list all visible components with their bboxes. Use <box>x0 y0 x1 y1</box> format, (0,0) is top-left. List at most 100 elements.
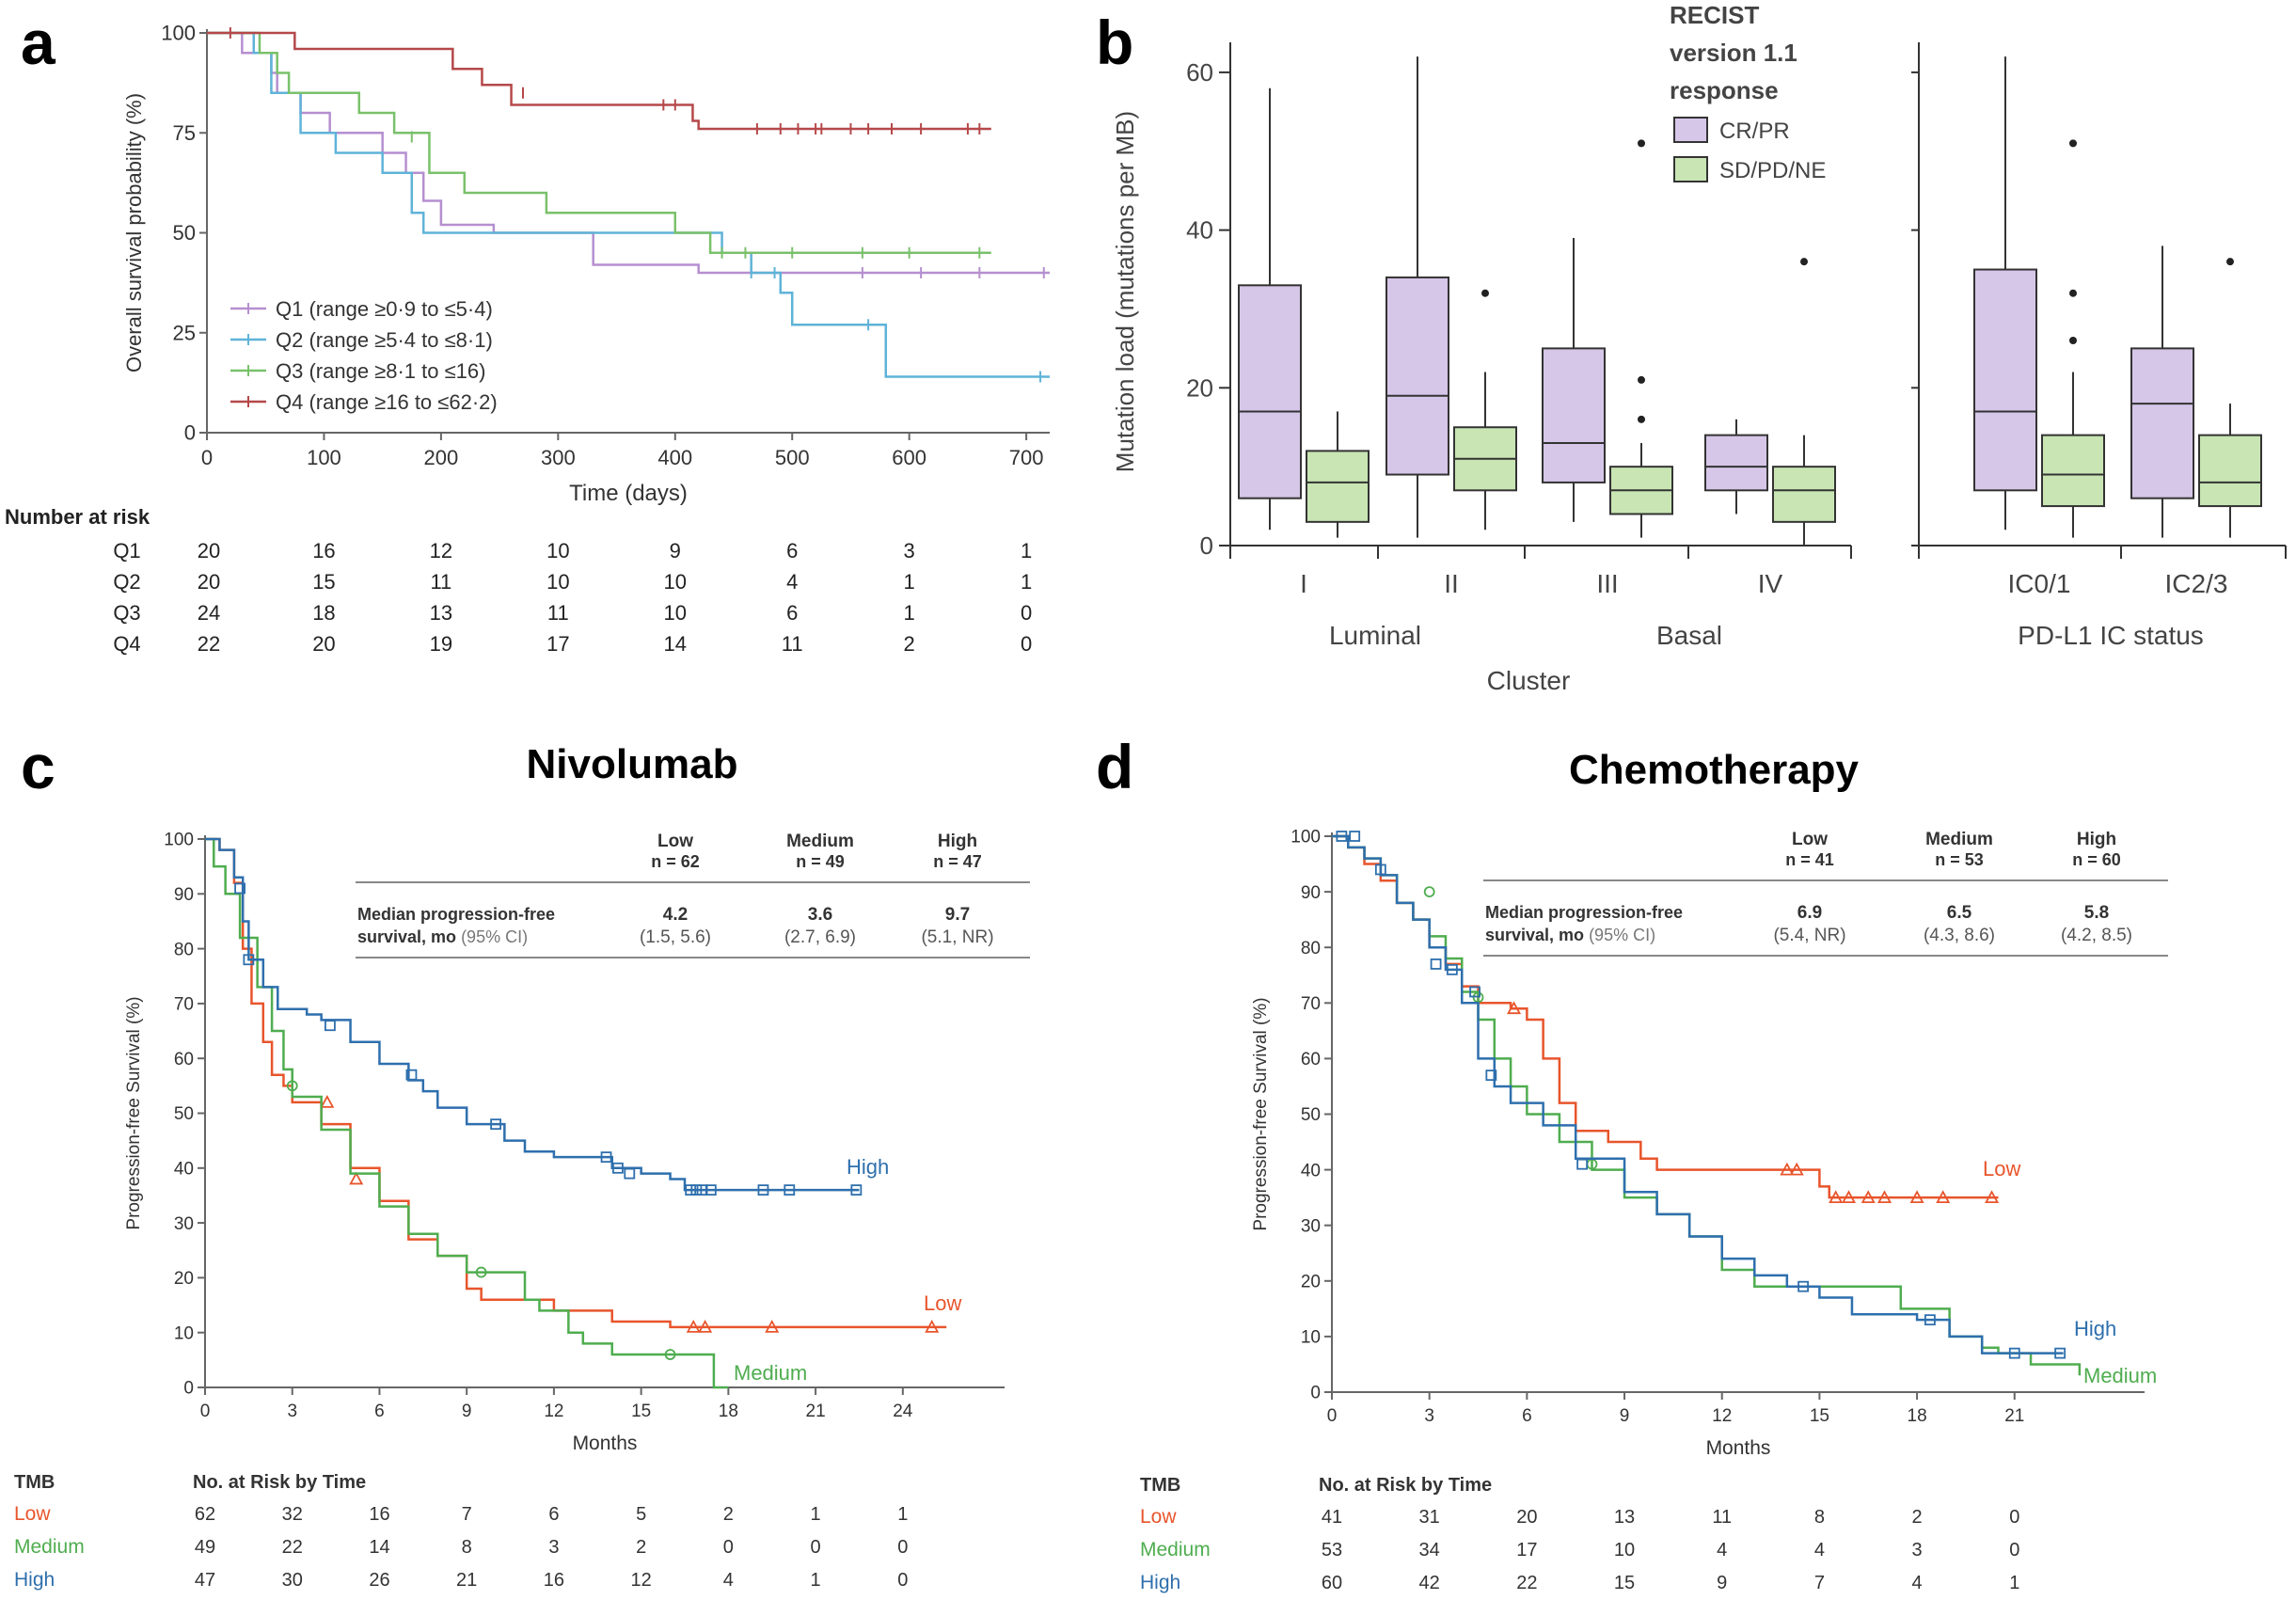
risk-value: 12 <box>631 1570 652 1591</box>
y-tick-label: 50 <box>1301 1105 1321 1125</box>
y-tick-label: 80 <box>174 940 194 959</box>
risk-value: 20 <box>1516 1507 1537 1528</box>
y-axis-label: Progression-free Survival (%) <box>1251 997 1271 1230</box>
series-line-high <box>205 837 860 1192</box>
risk-value: 22 <box>1516 1573 1537 1593</box>
risk-value: 18 <box>312 601 335 625</box>
risk-row-label: Medium <box>14 1536 85 1558</box>
risk-value: 20 <box>198 539 220 562</box>
risk-value: 9 <box>1717 1573 1727 1593</box>
summary-median: 6.9 <box>1797 903 1822 923</box>
summary-median: 4.2 <box>663 905 688 925</box>
risk-value: 20 <box>312 632 335 656</box>
curve-label-low: Low <box>1983 1157 2020 1180</box>
summary-ci: (5.4, NR) <box>1773 926 1845 945</box>
y-tick-label: 0 <box>1310 1384 1321 1403</box>
risk-row-label: Low <box>14 1503 51 1525</box>
censor-mark <box>1985 1190 2000 1204</box>
risk-value: 1 <box>811 1570 821 1591</box>
censor-mark <box>320 1094 335 1108</box>
risk-value: 1 <box>904 570 915 594</box>
risk-value: 4 <box>786 570 798 594</box>
risk-value: 1 <box>897 1504 908 1525</box>
censor-mark <box>1336 831 1348 842</box>
censor-mark <box>1446 963 1458 975</box>
risk-value: 7 <box>1814 1573 1825 1593</box>
summary-median: 9.7 <box>945 905 970 925</box>
x-tick-label: 12 <box>544 1402 563 1421</box>
risk-row-label: High <box>14 1569 55 1591</box>
summary-row-label: survival, mo (95% CI) <box>1485 926 1655 944</box>
box-cr-pr <box>1704 434 1768 492</box>
summary-median: 5.8 <box>2084 903 2109 923</box>
censor-mark <box>1485 1069 1497 1082</box>
summary-col-name: Medium <box>786 832 854 851</box>
censor-mark <box>1841 1190 1857 1204</box>
risk-value: 11 <box>547 601 569 625</box>
y-tick-label: 40 <box>1301 1161 1321 1180</box>
legend-label: Q4 (range ≥16 to ≤62·2) <box>276 390 498 414</box>
risk-value: 42 <box>1419 1573 1440 1593</box>
category-label: III <box>1596 569 1618 598</box>
legend-label: Q2 (range ≥5·4 to ≤8·1) <box>276 328 493 352</box>
x-tick-label: 21 <box>2004 1406 2024 1426</box>
risk-value: 24 <box>198 601 220 625</box>
x-tick-label: 700 <box>1009 446 1044 469</box>
censor-mark <box>705 1184 717 1196</box>
y-tick-label: 100 <box>1291 828 1321 848</box>
x-axis-label: Months <box>573 1433 638 1454</box>
risk-value: 53 <box>1322 1540 1342 1560</box>
risk-value: 15 <box>312 570 335 594</box>
risk-value: 47 <box>195 1570 215 1591</box>
summary-col-n: n = 62 <box>651 852 700 871</box>
summary-col-n: n = 53 <box>1935 850 1984 869</box>
censor-mark <box>664 1349 676 1360</box>
summary-median: 6.5 <box>1947 903 1972 923</box>
outlier-point <box>1638 139 1645 148</box>
summary-col-n: n = 49 <box>796 852 845 871</box>
legend-swatch-sd <box>1673 156 1708 182</box>
risk-value: 3 <box>1912 1540 1923 1560</box>
legend-label: Q3 (range ≥8·1 to ≤16) <box>276 359 485 383</box>
category-label: I <box>1300 569 1307 598</box>
x-tick-label: 0 <box>201 446 213 469</box>
risk-value: 16 <box>544 1570 564 1591</box>
x-tick-label: 9 <box>1620 1406 1630 1426</box>
risk-value: 2 <box>723 1504 734 1525</box>
legend-label: CR/PR <box>1719 119 1790 144</box>
risk-value: 30 <box>282 1570 303 1591</box>
series-line-low <box>1332 834 1999 1199</box>
risk-value: 3 <box>904 539 915 562</box>
category-label: IC0/1 <box>2008 569 2071 598</box>
risk-value: 22 <box>282 1537 303 1558</box>
risk-value: 0 <box>897 1537 908 1558</box>
censor-mark <box>2054 1347 2066 1359</box>
risk-value: 10 <box>546 539 569 562</box>
summary-row-label: Median progression-free <box>357 905 555 924</box>
summary-row-label: survival, mo (95% CI) <box>357 927 528 946</box>
outlier-point <box>1481 289 1489 297</box>
risk-value: 17 <box>546 632 569 656</box>
y-tick-label: 100 <box>161 22 196 45</box>
risk-value: 14 <box>369 1537 389 1558</box>
risk-value: 12 <box>430 539 452 562</box>
x-tick-label: 12 <box>1712 1406 1732 1426</box>
outlier-point <box>1800 258 1808 266</box>
summary-ci: (4.3, 8.6) <box>1924 926 1995 945</box>
x-tick-label: 6 <box>1522 1406 1532 1426</box>
y-tick-label: 75 <box>173 121 196 145</box>
risk-value: 16 <box>369 1504 389 1525</box>
outlier-point <box>2069 139 2077 148</box>
legend-label: Q1 (range ≥0·9 to ≤5·4) <box>276 297 493 321</box>
risk-value: 20 <box>198 570 220 594</box>
risk-value: 0 <box>1021 601 1032 625</box>
risk-value: 4 <box>723 1570 734 1591</box>
series-line-q1 <box>207 31 1050 275</box>
risk-value: 1 <box>811 1504 821 1525</box>
risk-value: 21 <box>456 1570 477 1591</box>
risk-value: 22 <box>198 632 220 656</box>
risk-value: 6 <box>786 601 798 625</box>
